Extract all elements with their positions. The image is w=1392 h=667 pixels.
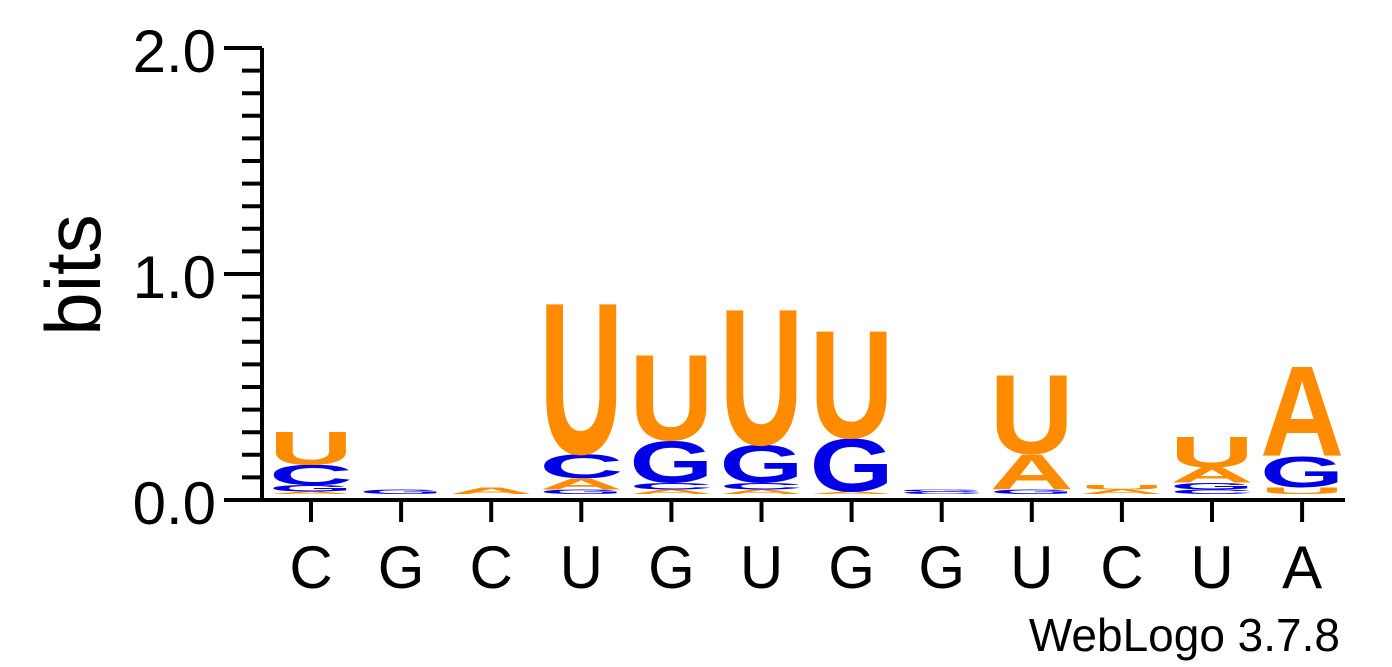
logo-letter: C: [539, 447, 623, 486]
x-tick-label: G: [648, 534, 695, 601]
logo-letter: C: [1170, 488, 1254, 495]
weblogo-credit: WebLogo 3.7.8: [1029, 609, 1340, 661]
logo-letter: U: [539, 258, 623, 500]
logo-letter: C: [900, 491, 984, 494]
logo-stack: UGA: [1260, 339, 1344, 497]
x-tick-label: U: [560, 534, 603, 601]
x-tick-label: U: [740, 534, 783, 601]
logo-letter: G: [629, 429, 713, 495]
logo-letter: G: [539, 488, 623, 495]
x-tick-label: C: [289, 534, 332, 601]
logo-letter: U: [269, 422, 353, 475]
logo-letter: A: [810, 491, 894, 494]
logo-letter: G: [269, 483, 353, 493]
logo-letter: G: [810, 424, 894, 508]
x-tick-label: C: [1100, 534, 1143, 601]
logo-letter: U: [1170, 427, 1254, 476]
logo-letter: U: [629, 330, 713, 466]
logo-stack: AGU: [810, 299, 894, 508]
y-tick-label: 2.0: [133, 18, 216, 85]
logo-letter: U: [1080, 484, 1164, 491]
logo-letter: U: [1260, 486, 1344, 496]
logo-stack: AU: [1080, 484, 1164, 496]
y-axis-label: bits: [29, 214, 117, 335]
x-tick-label: G: [918, 534, 965, 601]
logo-letter: A: [269, 491, 353, 494]
logo-letter: C: [719, 481, 803, 491]
logo-letter: A: [1170, 463, 1254, 488]
logo-letter: A: [1080, 488, 1164, 495]
y-tick-label: 1.0: [133, 244, 216, 311]
logo-letter: G: [720, 435, 804, 495]
logo-letter: G: [359, 488, 443, 495]
logo-letter: A: [629, 488, 713, 495]
logo-stack: CG: [900, 489, 984, 495]
x-tick-label: A: [1282, 534, 1322, 601]
logo-stack: A: [449, 486, 533, 496]
logo-letter: G: [1260, 448, 1344, 497]
logo-letter: A: [990, 444, 1074, 500]
logo-stack: G: [359, 488, 443, 495]
x-tick-label: U: [1010, 534, 1053, 601]
logo-stack: GAU: [990, 352, 1074, 500]
logo-letter: U: [990, 352, 1074, 478]
x-tick-label: U: [1190, 534, 1233, 601]
y-tick-label: 0.0: [133, 470, 216, 537]
logo-letter: A: [449, 486, 533, 496]
logo-letter: C: [629, 481, 713, 491]
logo-letter: G: [900, 489, 984, 492]
x-tick-label: G: [378, 534, 425, 601]
logo-letter: U: [720, 268, 804, 485]
logo-letter: A: [719, 488, 803, 495]
logo-letter: C: [269, 459, 353, 491]
x-tick-label: G: [828, 534, 875, 601]
logo-letter: G: [990, 488, 1074, 495]
logo-letter: A: [1260, 339, 1344, 483]
logo-letter: A: [539, 475, 623, 493]
y-axis: 0.0 1.0 2.0: [133, 18, 264, 537]
logo-letter: G: [1170, 481, 1254, 491]
logo-letter: U: [810, 299, 894, 470]
x-tick-label: C: [470, 534, 513, 601]
